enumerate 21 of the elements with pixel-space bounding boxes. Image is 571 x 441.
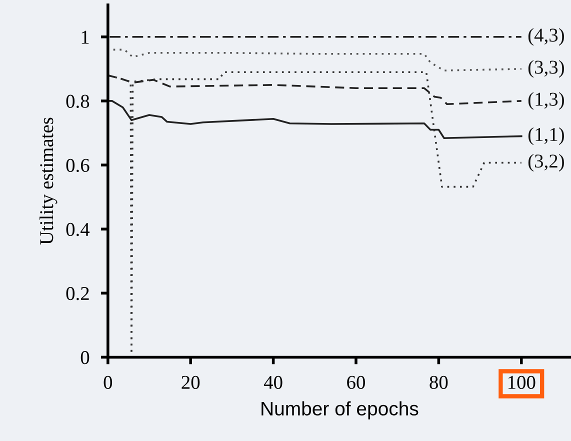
series-label: (1,3) <box>528 92 564 110</box>
series-label: (3,3) <box>528 60 564 78</box>
y-tick-label: 0.6 <box>66 158 90 172</box>
x-axis-title: Number of epochs <box>262 401 418 420</box>
x-tick-label: 80 <box>430 376 448 389</box>
x-tick-label: 40 <box>264 376 282 389</box>
y-axis-title: Utility estimates <box>40 118 58 245</box>
line-series <box>108 74 522 106</box>
y-tick-label: 0 <box>80 351 90 364</box>
x-tick-label: 100 <box>508 376 536 389</box>
line-series <box>108 100 522 140</box>
y-tick-label: 0.4 <box>66 222 90 236</box>
x-tick-label: 60 <box>347 376 365 389</box>
x-tick-label: 0 <box>104 376 112 389</box>
series-label: (1,1) <box>528 127 564 145</box>
series-label: (4,3) <box>528 28 564 46</box>
y-tick-label: 0.2 <box>66 286 89 300</box>
y-tick-label: 0.8 <box>66 94 90 108</box>
series-label: (3,2) <box>528 154 564 172</box>
y-tick-label: 1 <box>82 30 89 44</box>
x-tick-label: 20 <box>182 376 200 389</box>
